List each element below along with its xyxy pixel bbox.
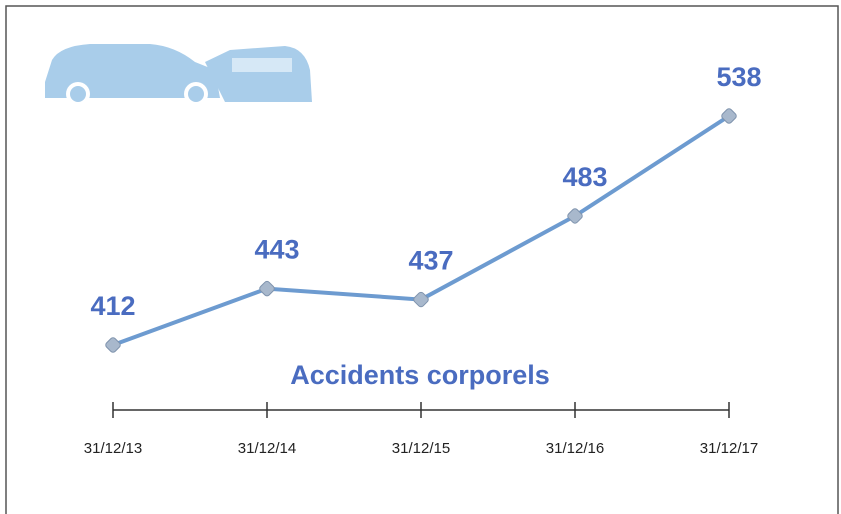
- data-label: 437: [408, 246, 453, 276]
- series-line: [112, 114, 731, 347]
- frame: [5, 5, 839, 514]
- x-tick-label: 31/12/14: [238, 440, 296, 457]
- car-crash-icon: [45, 44, 312, 106]
- data-label: 412: [90, 291, 135, 321]
- data-point: [413, 291, 429, 308]
- x-tick-label: 31/12/16: [546, 440, 604, 457]
- chart-title: Accidents corporels: [290, 360, 550, 390]
- data-point: [567, 208, 583, 224]
- data-point: [105, 337, 121, 353]
- data-point: [259, 280, 275, 297]
- data-label: 483: [562, 162, 607, 192]
- x-tick-label: 31/12/17: [700, 440, 758, 457]
- data-point: [721, 108, 737, 124]
- x-tick-label: 31/12/13: [84, 440, 142, 457]
- data-label: 538: [716, 62, 761, 92]
- data-label: 443: [254, 235, 299, 265]
- x-tick-label: 31/12/15: [392, 440, 450, 457]
